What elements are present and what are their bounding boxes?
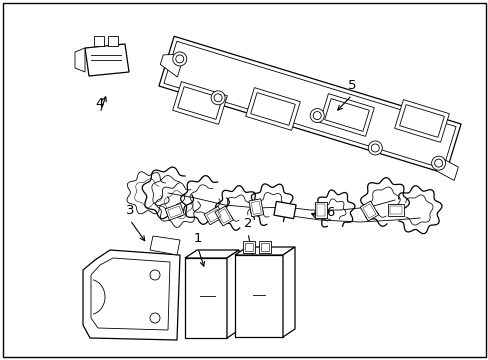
Text: 2: 2: [243, 217, 252, 230]
Circle shape: [367, 141, 382, 155]
Polygon shape: [160, 54, 184, 77]
Polygon shape: [245, 87, 300, 130]
Polygon shape: [75, 48, 85, 72]
Circle shape: [313, 112, 321, 120]
Polygon shape: [387, 204, 403, 216]
Polygon shape: [319, 94, 374, 136]
Polygon shape: [394, 100, 448, 142]
Polygon shape: [85, 44, 129, 76]
Circle shape: [214, 94, 222, 102]
Polygon shape: [172, 82, 227, 124]
Polygon shape: [215, 206, 233, 226]
Polygon shape: [150, 236, 180, 255]
Text: 5: 5: [347, 79, 356, 92]
Bar: [261, 243, 268, 251]
Polygon shape: [248, 199, 263, 217]
Polygon shape: [314, 202, 326, 218]
Circle shape: [150, 313, 160, 323]
Text: 4: 4: [96, 97, 104, 110]
Circle shape: [172, 52, 186, 66]
Circle shape: [150, 270, 160, 280]
Polygon shape: [159, 36, 460, 174]
Bar: [108, 36, 118, 46]
Polygon shape: [203, 206, 224, 225]
Circle shape: [434, 159, 442, 167]
Text: 6: 6: [325, 206, 333, 219]
Polygon shape: [283, 247, 294, 337]
Polygon shape: [435, 157, 457, 180]
Text: 1: 1: [193, 232, 202, 245]
Bar: [94, 36, 104, 46]
Bar: [244, 243, 252, 251]
Polygon shape: [360, 201, 378, 221]
Text: 3: 3: [125, 204, 134, 217]
Polygon shape: [235, 247, 294, 255]
Bar: [243, 241, 254, 253]
Polygon shape: [165, 203, 184, 220]
Polygon shape: [184, 250, 239, 258]
Polygon shape: [226, 250, 239, 338]
Polygon shape: [83, 250, 180, 340]
Circle shape: [431, 156, 445, 170]
Polygon shape: [273, 201, 295, 219]
Polygon shape: [184, 258, 226, 338]
Circle shape: [211, 91, 224, 105]
Circle shape: [370, 144, 379, 152]
Circle shape: [175, 55, 183, 63]
Polygon shape: [235, 255, 283, 337]
Bar: [259, 241, 270, 253]
Circle shape: [309, 109, 324, 122]
